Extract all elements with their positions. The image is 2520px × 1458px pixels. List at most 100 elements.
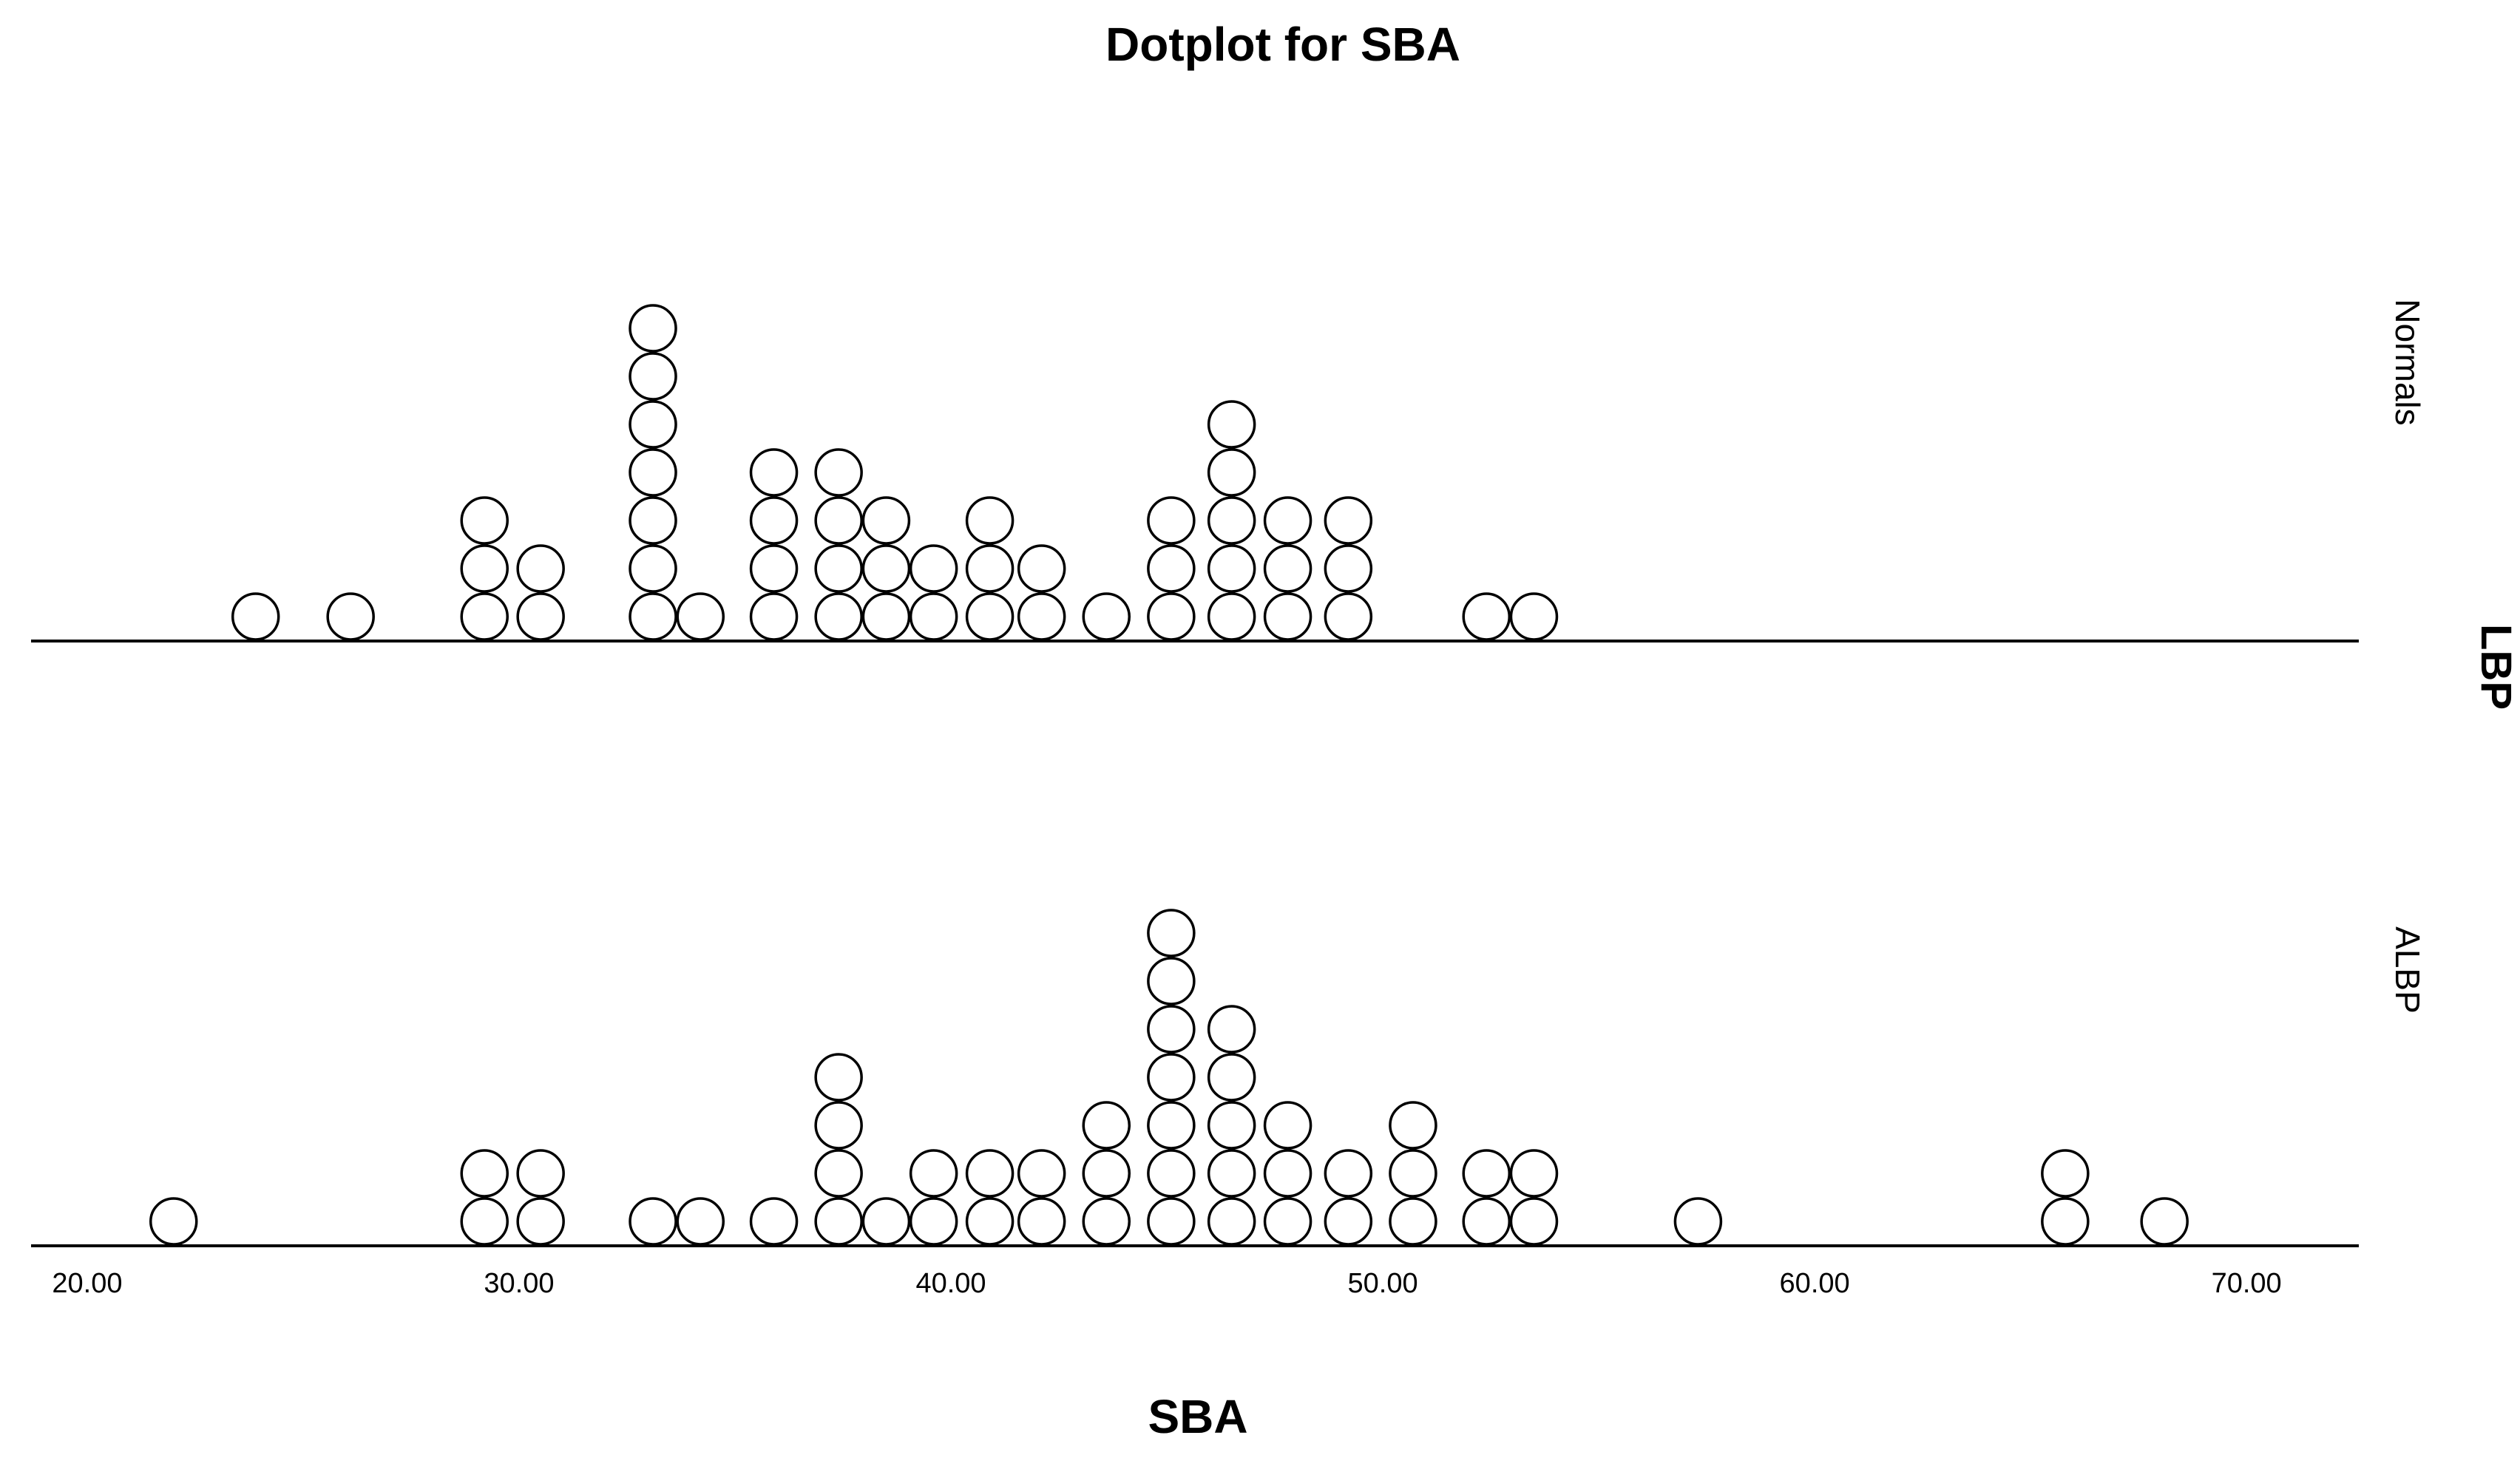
dot-point (231, 592, 280, 641)
dot-point (861, 496, 911, 545)
dot-point (460, 496, 509, 545)
dot-point (965, 544, 1015, 593)
dot-point (460, 1149, 509, 1198)
dot-point (516, 592, 565, 641)
dot-point (1509, 592, 1559, 641)
dot-point (965, 1197, 1015, 1246)
dot-point (814, 1101, 863, 1150)
dot-point (1147, 1149, 1196, 1198)
dot-point (629, 1197, 677, 1246)
dot-point (909, 1149, 958, 1198)
dot-point (1263, 592, 1312, 641)
dot-point (1462, 1149, 1511, 1198)
dot-point (1673, 1197, 1723, 1246)
x-tick-label: 60.00 (1780, 1268, 1850, 1299)
x-tick-label: 40.00 (915, 1268, 986, 1299)
dot-point (1082, 592, 1131, 641)
dot-point (460, 1197, 509, 1246)
dot-point (1207, 400, 1256, 449)
dot-point (1389, 1197, 1437, 1246)
dot-point (1389, 1101, 1437, 1150)
dot-point (1207, 1101, 1256, 1150)
dot-point (909, 1197, 958, 1246)
dot-point (909, 544, 958, 593)
dot-point (1324, 1149, 1373, 1198)
dot-point (1263, 1101, 1312, 1150)
dot-point (1147, 1053, 1196, 1102)
dot-point (1207, 592, 1256, 641)
dot-point (1263, 544, 1312, 593)
x-tick-label: 50.00 (1348, 1268, 1418, 1299)
dots-layer (149, 304, 2189, 1246)
dot-point (629, 304, 677, 353)
dot-point (1462, 592, 1511, 641)
dot-point (1324, 496, 1373, 545)
dot-point (516, 544, 565, 593)
dot-point (1324, 592, 1373, 641)
dot-point (1147, 1101, 1196, 1150)
panel-label-albp: ALBP (2388, 926, 2427, 1014)
dot-point (749, 544, 799, 593)
dot-point (1324, 544, 1373, 593)
dot-point (909, 592, 958, 641)
dot-point (1017, 592, 1066, 641)
dot-point (149, 1197, 198, 1246)
dot-point (1263, 1149, 1312, 1198)
dot-point (861, 592, 911, 641)
dot-point (749, 592, 799, 641)
dot-point (1207, 448, 1256, 497)
dot-point (1509, 1149, 1559, 1198)
dot-point (1082, 1101, 1131, 1150)
dot-point (1147, 1197, 1196, 1246)
dot-point (1147, 957, 1196, 1006)
dot-point (516, 1197, 565, 1246)
x-axis-title: SBA (1148, 1390, 1247, 1443)
dot-point (749, 448, 799, 497)
dot-point (1207, 544, 1256, 593)
dot-point (629, 544, 677, 593)
dot-point (629, 352, 677, 401)
x-tick-label: 20.00 (52, 1268, 122, 1299)
dot-point (814, 592, 863, 641)
dot-point (629, 400, 677, 449)
dot-point (814, 448, 863, 497)
dot-point (965, 1149, 1015, 1198)
dot-point (629, 496, 677, 545)
dot-point (1147, 592, 1196, 641)
dot-point (1207, 1053, 1256, 1102)
dot-point (676, 592, 725, 641)
dot-point (460, 592, 509, 641)
dot-point (1082, 1197, 1131, 1246)
dot-point (326, 592, 375, 641)
dot-point (861, 544, 911, 593)
dot-point (1207, 1005, 1256, 1054)
dot-point (1324, 1197, 1373, 1246)
dot-point (629, 448, 677, 497)
x-tick-label: 70.00 (2212, 1268, 2282, 1299)
dot-point (814, 1053, 863, 1102)
dot-point (2140, 1197, 2189, 1246)
dot-point (1017, 1149, 1066, 1198)
dot-point (629, 592, 677, 641)
panel-label-normals: Normals (2388, 299, 2427, 425)
dot-point (814, 496, 863, 545)
dot-point (1389, 1149, 1437, 1198)
panel-axis-title: LBP (2472, 624, 2520, 710)
dot-point (1147, 544, 1196, 593)
dot-point (1207, 496, 1256, 545)
dot-point (1263, 496, 1312, 545)
dot-point (676, 1197, 725, 1246)
dot-point (1509, 1197, 1559, 1246)
dot-point (1017, 544, 1066, 593)
dot-point (516, 1149, 565, 1198)
dot-point (2041, 1197, 2090, 1246)
dot-point (965, 592, 1015, 641)
dot-point (1147, 1005, 1196, 1054)
dot-point (814, 1149, 863, 1198)
dot-point (1082, 1149, 1131, 1198)
dot-point (814, 1197, 863, 1246)
dot-point (1147, 496, 1196, 545)
panel-albp-dots (149, 909, 2189, 1246)
